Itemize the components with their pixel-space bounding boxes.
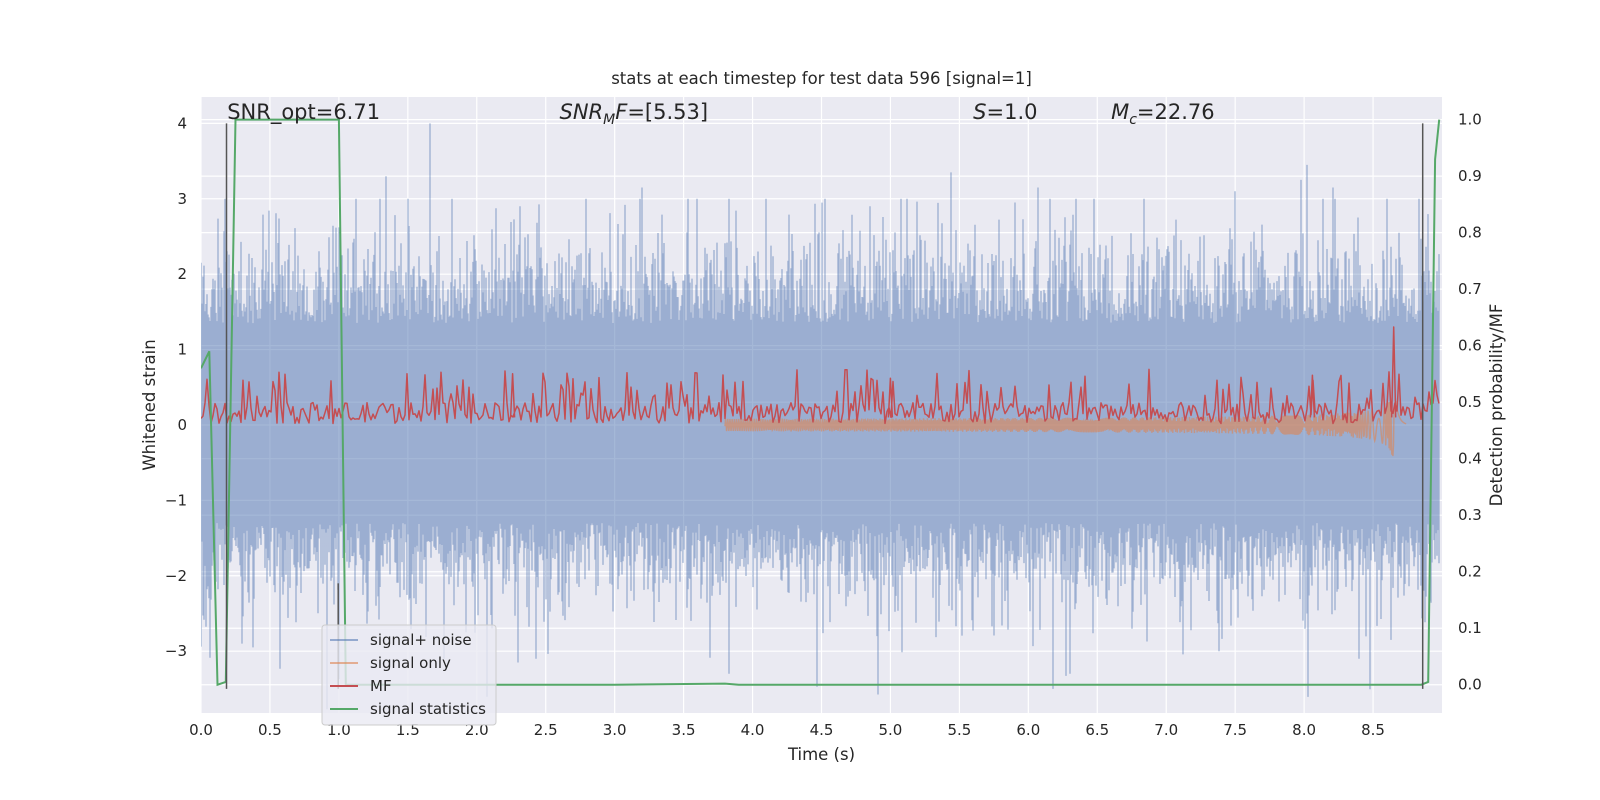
legend-label: signal+ noise bbox=[370, 631, 472, 649]
y-axis-label: Whitened strain bbox=[140, 339, 159, 470]
y-tick-label: 3 bbox=[177, 190, 187, 208]
y2-tick-label: 0.8 bbox=[1458, 224, 1482, 242]
x-tick-label: 5.5 bbox=[947, 721, 971, 739]
y-axis-ticks: −3 −2 −1 0 1 2 3 4 bbox=[165, 114, 187, 660]
series-signal-only bbox=[724, 400, 1407, 457]
x-tick-label: 6.0 bbox=[1016, 721, 1040, 739]
series-mf bbox=[201, 326, 1440, 425]
x-axis-label: Time (s) bbox=[787, 745, 855, 764]
series-signal-statistics bbox=[201, 118, 1441, 687]
y-tick-label: −2 bbox=[165, 567, 187, 585]
y-tick-label: −3 bbox=[165, 642, 187, 660]
y2-tick-label: 1.0 bbox=[1458, 111, 1482, 129]
x-tick-label: 8.0 bbox=[1292, 721, 1316, 739]
legend-label: signal only bbox=[370, 654, 451, 672]
y2-tick-label: 0.3 bbox=[1458, 506, 1482, 524]
y2-tick-label: 0.9 bbox=[1458, 167, 1482, 185]
legend-item: MF bbox=[330, 677, 392, 695]
y2-tick-label: 0.2 bbox=[1458, 563, 1482, 581]
x-tick-label: 2.5 bbox=[534, 721, 558, 739]
y-tick-label: 1 bbox=[177, 341, 187, 359]
y2-tick-label: 0.4 bbox=[1458, 450, 1482, 468]
x-tick-label: 7.0 bbox=[1154, 721, 1178, 739]
y2-axis-ticks: 0.0 0.1 0.2 0.3 0.4 0.5 0.6 0.7 0.8 0.9 1.0 bbox=[1458, 111, 1482, 694]
y2-tick-label: 0.1 bbox=[1458, 619, 1482, 637]
y-tick-label: 2 bbox=[177, 265, 187, 283]
plot-series bbox=[201, 118, 1441, 710]
legend: signal+ noise signal only MF signal statist… bbox=[321, 624, 497, 726]
chart-title: stats at each timestep for test data 596… bbox=[611, 69, 1032, 88]
annotations: SNR_opt=6.71 SNRMF=[5.53] S=1.0 Mc=22.76 bbox=[227, 100, 1214, 128]
stat-annotation: SNRMF=[5.53] bbox=[560, 100, 709, 128]
stat-annotation: S=1.0 bbox=[973, 100, 1037, 124]
legend-item: signal statistics bbox=[330, 700, 486, 718]
legend-label: MF bbox=[370, 677, 392, 695]
legend-item: signal+ noise bbox=[330, 631, 472, 649]
legend-box bbox=[321, 624, 497, 726]
y2-axis-label: Detection probability/MF bbox=[1487, 304, 1506, 507]
x-tick-label: 8.5 bbox=[1361, 721, 1385, 739]
y2-tick-label: 0.0 bbox=[1458, 676, 1482, 694]
x-tick-label: 0.5 bbox=[258, 721, 282, 739]
x-tick-label: 4.5 bbox=[810, 721, 834, 739]
x-tick-label: 4.0 bbox=[741, 721, 765, 739]
x-tick-label: 3.0 bbox=[603, 721, 627, 739]
y2-tick-label: 0.5 bbox=[1458, 393, 1482, 411]
legend-item: signal only bbox=[330, 654, 451, 672]
y2-tick-label: 0.6 bbox=[1458, 337, 1482, 355]
legend-label: signal statistics bbox=[370, 700, 486, 718]
x-tick-label: 7.5 bbox=[1223, 721, 1247, 739]
x-tick-label: 3.5 bbox=[672, 721, 696, 739]
stat-annotation: Mc=22.76 bbox=[1111, 100, 1215, 128]
y-tick-label: 4 bbox=[177, 114, 187, 132]
stat-annotation: SNR_opt=6.71 bbox=[227, 100, 380, 125]
x-tick-label: 0.0 bbox=[189, 721, 213, 739]
x-tick-label: 6.5 bbox=[1085, 721, 1109, 739]
y-tick-label: 0 bbox=[177, 416, 187, 434]
y-tick-label: −1 bbox=[165, 491, 187, 509]
y2-tick-label: 0.7 bbox=[1458, 280, 1482, 298]
x-tick-label: 5.0 bbox=[879, 721, 903, 739]
